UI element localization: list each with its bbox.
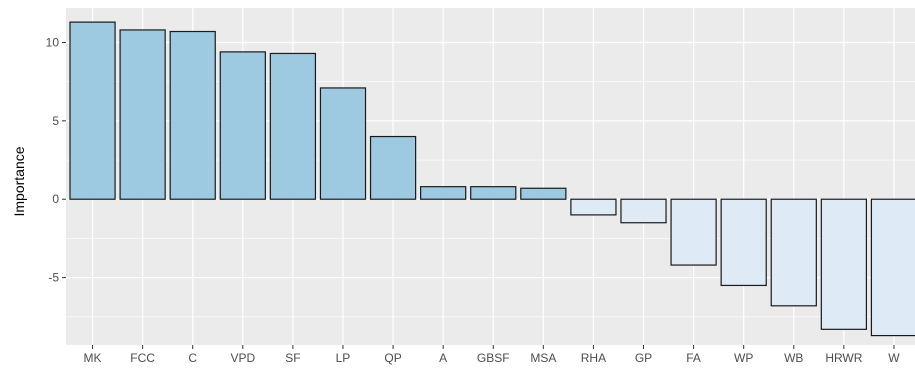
bar-msa bbox=[520, 187, 567, 200]
bar-qp bbox=[369, 135, 417, 200]
y-tick-label: 10 bbox=[46, 35, 60, 49]
bar-c bbox=[169, 30, 216, 200]
x-axis-ticks: MK FCC C VPD SF LP QP A GBSF MSA RHA GP FA WP WB HRWR W bbox=[84, 345, 900, 365]
bar-wp bbox=[720, 198, 767, 287]
x-tick-label: GP bbox=[635, 351, 652, 365]
x-tick-label: HRWR bbox=[825, 351, 862, 365]
bar-w bbox=[870, 198, 915, 337]
bar-gp bbox=[620, 198, 667, 224]
x-tick-label: GBSF bbox=[477, 351, 510, 365]
y-tick-label: 5 bbox=[52, 114, 59, 128]
y-tick-label: 0 bbox=[52, 192, 59, 206]
bar-vpd bbox=[219, 51, 266, 200]
bar-a bbox=[420, 186, 467, 200]
x-tick-label: QP bbox=[384, 351, 401, 365]
x-tick-label: LP bbox=[336, 351, 351, 365]
bar-sf bbox=[269, 52, 317, 200]
x-tick-label: WP bbox=[734, 351, 753, 365]
bar-wb bbox=[770, 198, 817, 307]
bar-rha bbox=[570, 198, 617, 216]
bar-fa bbox=[670, 198, 717, 266]
bar-fcc bbox=[119, 29, 166, 200]
x-tick-label: W bbox=[888, 351, 900, 365]
y-axis-title: Importance bbox=[11, 146, 27, 216]
bars bbox=[69, 21, 915, 337]
bar-hrwr bbox=[820, 198, 868, 330]
x-tick-label: SF bbox=[285, 351, 300, 365]
x-tick-label: FA bbox=[686, 351, 701, 365]
x-tick-label: VPD bbox=[230, 351, 255, 365]
x-tick-label: FCC bbox=[130, 351, 155, 365]
x-tick-label: WB bbox=[784, 351, 803, 365]
y-axis-ticks: -5 0 5 10 bbox=[46, 35, 66, 285]
x-tick-label: C bbox=[188, 351, 197, 365]
x-tick-label: MSA bbox=[530, 351, 556, 365]
bar-lp bbox=[319, 87, 367, 200]
x-tick-label: RHA bbox=[581, 351, 606, 365]
x-tick-label: A bbox=[439, 351, 447, 365]
bar-gbsf bbox=[470, 186, 517, 200]
y-tick-label: -5 bbox=[48, 271, 59, 285]
bar-mk bbox=[69, 21, 116, 200]
x-tick-label: MK bbox=[84, 351, 102, 365]
